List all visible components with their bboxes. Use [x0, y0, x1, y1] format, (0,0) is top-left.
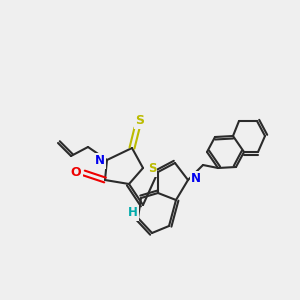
Text: S: S — [148, 163, 156, 176]
Text: S: S — [136, 115, 145, 128]
Text: O: O — [71, 167, 81, 179]
Text: H: H — [128, 206, 138, 220]
Text: N: N — [191, 172, 201, 185]
Text: N: N — [95, 154, 105, 167]
